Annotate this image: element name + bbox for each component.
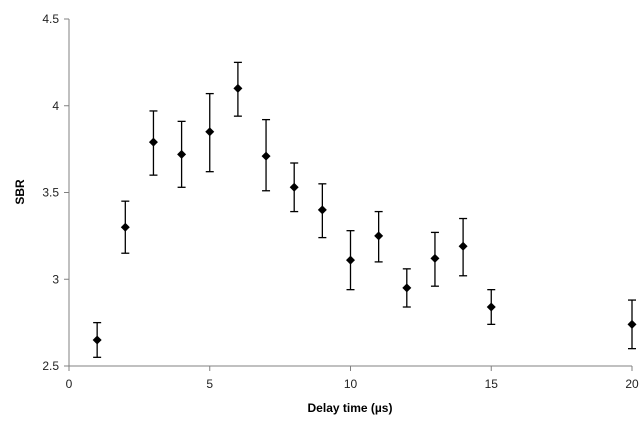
data-point	[374, 210, 384, 263]
x-tick-label: 15	[485, 377, 499, 391]
diamond-marker	[120, 222, 130, 232]
y-tick-label: 3	[52, 272, 59, 286]
y-tick-label: 2.5	[42, 359, 59, 373]
data-point	[177, 120, 187, 188]
data-point	[458, 217, 468, 277]
y-ticks: 2.5 3 3.5 4 4.5	[42, 12, 69, 373]
data-point	[346, 230, 355, 291]
y-axis-title: SBR	[13, 179, 27, 205]
diamond-marker	[92, 335, 102, 345]
y-tick-label: 4	[52, 99, 59, 113]
diamond-marker	[458, 241, 468, 251]
data-point	[261, 118, 271, 192]
data-point	[148, 110, 158, 176]
diamond-marker	[374, 231, 384, 241]
diamond-marker	[346, 255, 355, 265]
data-point	[317, 183, 327, 239]
data-point	[402, 268, 412, 308]
diamond-marker	[233, 83, 243, 93]
axes	[68, 19, 632, 367]
diamond-marker	[486, 302, 496, 312]
diamond-marker	[317, 205, 327, 215]
diamond-marker	[148, 137, 158, 147]
x-axis-title: Delay time (µs)	[308, 401, 393, 415]
data-point	[627, 299, 637, 350]
data-point	[233, 61, 243, 117]
data-point	[289, 162, 299, 213]
x-tick-label: 10	[344, 377, 358, 391]
diamond-marker	[627, 319, 637, 329]
diamond-marker	[430, 253, 440, 263]
diamond-marker	[205, 127, 215, 137]
data-points	[92, 61, 637, 358]
x-tick-label: 0	[66, 377, 73, 391]
data-point	[205, 92, 215, 173]
diamond-marker	[261, 151, 271, 161]
data-point	[430, 231, 440, 287]
data-point	[120, 200, 130, 254]
x-tick-label: 5	[206, 377, 213, 391]
diamond-marker	[289, 182, 299, 192]
data-point	[486, 289, 496, 326]
diamond-marker	[177, 149, 187, 159]
diamond-marker	[402, 283, 412, 293]
x-ticks: 0 5 10 15 20	[66, 366, 639, 391]
y-tick-label: 4.5	[42, 12, 59, 26]
data-point	[92, 321, 102, 358]
x-tick-label: 20	[625, 377, 639, 391]
y-tick-label: 3.5	[42, 186, 59, 200]
